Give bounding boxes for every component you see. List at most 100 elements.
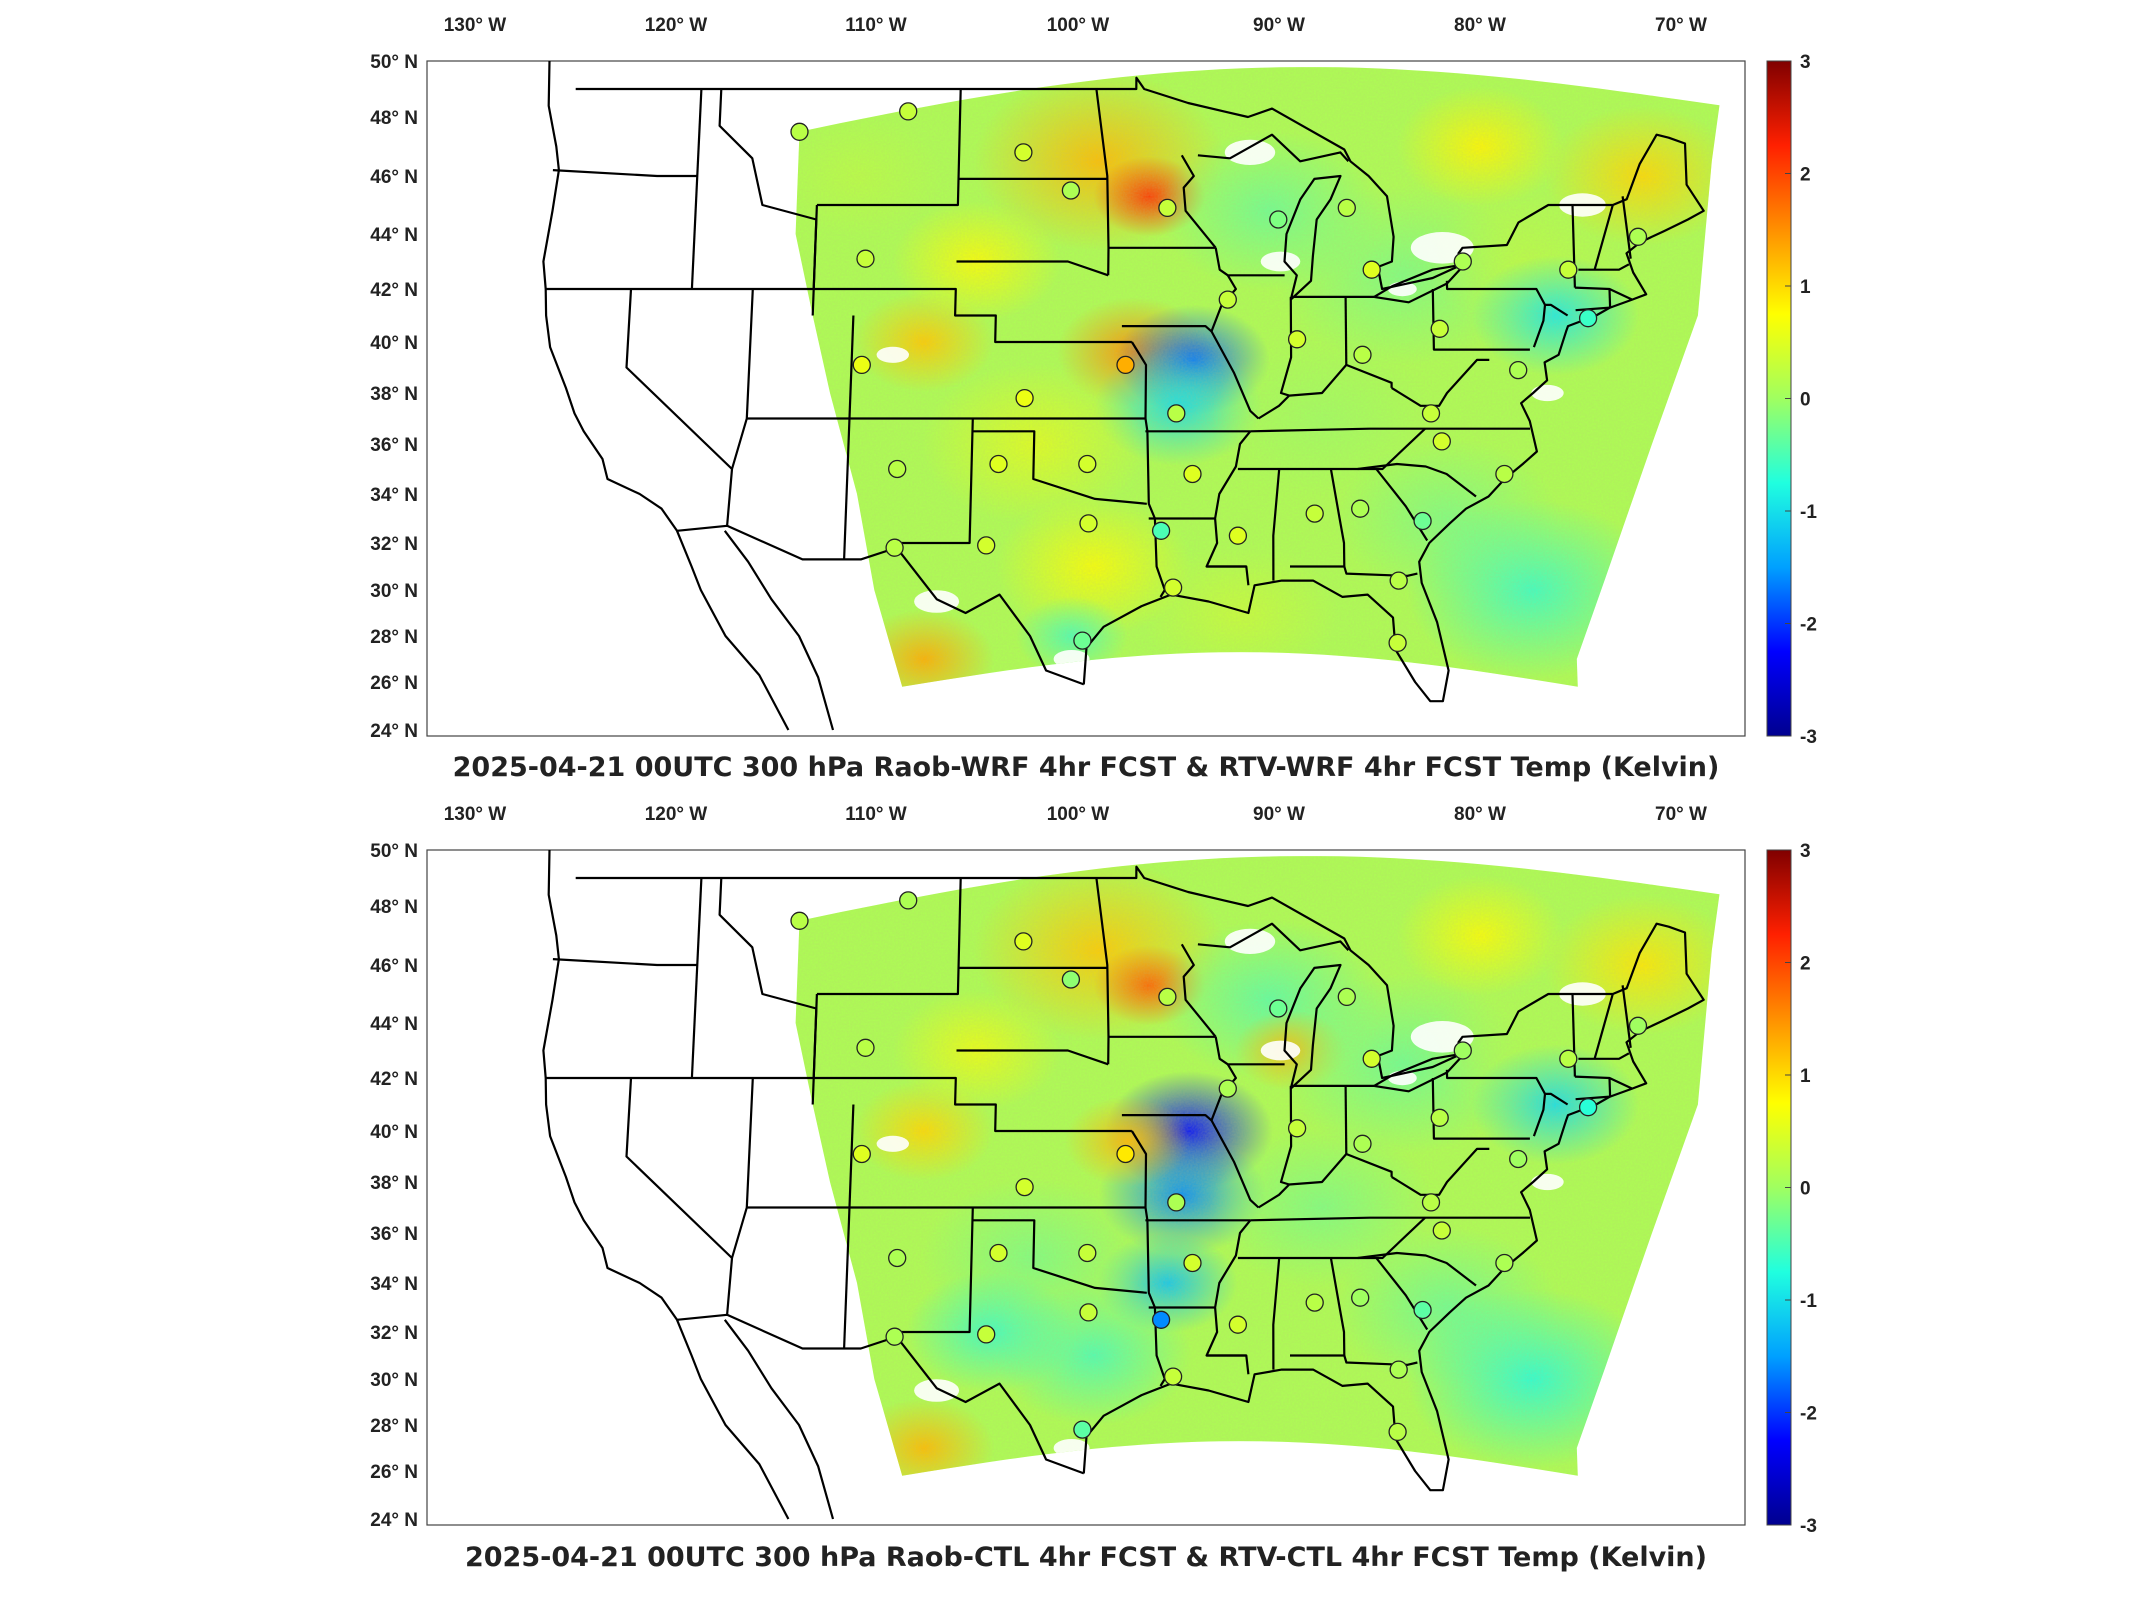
longitude-tick-label: 120° W (645, 15, 708, 36)
state-border (1130, 1130, 1148, 1208)
station-marker (1453, 1041, 1472, 1060)
missing-data-patch (1224, 139, 1276, 165)
state-border (545, 287, 1132, 344)
state-borders (542, 850, 1705, 1520)
state-border (843, 1104, 855, 1349)
state-border (1121, 1114, 1213, 1122)
station-marker (1413, 511, 1432, 531)
station-marker (1628, 227, 1648, 246)
coastline (542, 850, 790, 1520)
station-marker (1228, 526, 1248, 545)
colorbar-tick-label: -3 (1800, 1516, 1817, 1537)
station-marker (1163, 1367, 1183, 1386)
station-marker (1559, 1049, 1578, 1068)
state-border (1095, 877, 1110, 1065)
station-marker (1183, 1253, 1202, 1273)
longitude-tick-label: 110° W (845, 15, 907, 36)
station-marker (1061, 970, 1081, 989)
station-marker (1453, 252, 1472, 271)
station-marker (1388, 1422, 1407, 1442)
station-marker (1116, 1144, 1135, 1164)
map-panel-top: 130° W 120° W 110° W 100° W 90° W 80° W 70° W … (370, 15, 1817, 783)
latitude-tick-label: 28° N (370, 1416, 418, 1437)
state-border (1344, 1085, 1348, 1155)
latitude-tick-label: 38° N (370, 1173, 418, 1194)
station-marker (1269, 999, 1288, 1018)
state-border (811, 204, 818, 316)
lake-shore (1283, 963, 1342, 1090)
station-marker (1163, 578, 1183, 597)
colorbar: 3 2 1 0 -1 -2 -3 (1766, 841, 1817, 1537)
latitude-tick-label: 50° N (370, 841, 418, 862)
latitude-tick-labels: 50° N 48° N 46° N 44° N 42° N 40° N 38° N 36° N… (370, 841, 418, 1531)
state-border (972, 1219, 1147, 1294)
state-border (1279, 1085, 1293, 1186)
station-marker (885, 1327, 904, 1346)
longitude-tick-labels: 130° W 120° W 110° W 100° W 90° W 80° W 70° W (444, 804, 1707, 825)
state-border (1210, 330, 1260, 420)
state-border (1608, 288, 1612, 308)
latitude-tick-label: 36° N (370, 435, 418, 456)
missing-data-patch (1260, 1040, 1301, 1061)
station-marker (989, 1243, 1008, 1263)
station-marker (1362, 260, 1381, 279)
state-border (1290, 565, 1418, 577)
station-marker (1421, 404, 1441, 423)
panel-title: 2025-04-21 00UTC 300 hPa Raob-CTL 4hr FC… (465, 1542, 1707, 1573)
station-marker (1269, 210, 1288, 229)
state-border (1214, 247, 1285, 277)
latitude-tick-label: 24° N (370, 1510, 418, 1531)
coastline (723, 1319, 835, 1520)
state-border (1257, 1152, 1393, 1209)
state-border (1578, 263, 1630, 271)
station-marker (1305, 504, 1324, 523)
missing-data-patch (876, 1135, 909, 1152)
state-border (1532, 1093, 1547, 1137)
latitude-tick-label: 42° N (370, 1069, 418, 1090)
colorbar: 3 2 1 0 -1 -2 -3 (1766, 52, 1817, 748)
state-border (1445, 280, 1569, 317)
longitude-tick-label: 80° W (1454, 15, 1506, 36)
lake-shore (1197, 922, 1350, 952)
station-marker (1351, 499, 1370, 518)
colorbar-tick-label: -3 (1800, 727, 1817, 748)
station-marker (790, 122, 809, 141)
station-marker (1432, 432, 1451, 451)
field-texture (795, 67, 1720, 687)
state-border (690, 877, 703, 1079)
state-border (1121, 325, 1213, 333)
state-border (816, 877, 962, 996)
latitude-tick-label: 40° N (370, 1122, 418, 1143)
latitude-tick-label: 30° N (370, 1370, 418, 1391)
colorbar-tick-label: -2 (1800, 615, 1817, 636)
state-border (1130, 341, 1148, 419)
state-border (1329, 468, 1346, 567)
lake-shore (1197, 133, 1350, 163)
station-marker (1578, 1098, 1598, 1117)
state-border (1329, 1257, 1346, 1356)
state-border (1250, 427, 1530, 433)
state-border (1593, 993, 1614, 1060)
longitude-tick-label: 100° W (1047, 15, 1110, 36)
colorbar-tick-labels: 3 2 1 0 -1 -2 -3 (1785, 52, 1817, 748)
latitude-tick-label: 32° N (370, 1323, 418, 1344)
state-border (1357, 462, 1477, 498)
colorbar-tick-label: 0 (1800, 390, 1811, 411)
station-marker (1421, 1193, 1441, 1212)
station-marker (1388, 633, 1407, 653)
coastline (723, 530, 835, 731)
station-marker (899, 102, 918, 121)
station-marker (1287, 1119, 1307, 1138)
state-border (1575, 306, 1611, 312)
station-marker (1218, 1079, 1237, 1098)
station-marker (1218, 290, 1237, 309)
state-borders (542, 61, 1705, 731)
station-marker (1287, 330, 1307, 349)
station-marker (1432, 1221, 1451, 1240)
missing-data-patch (914, 1379, 960, 1402)
station-marker (1495, 1253, 1514, 1273)
station-marker (977, 536, 996, 555)
station-marker (1061, 181, 1081, 200)
latitude-tick-labels: 50° N 48° N 46° N 44° N 42° N 40° N 38° N 36° N… (370, 52, 418, 742)
